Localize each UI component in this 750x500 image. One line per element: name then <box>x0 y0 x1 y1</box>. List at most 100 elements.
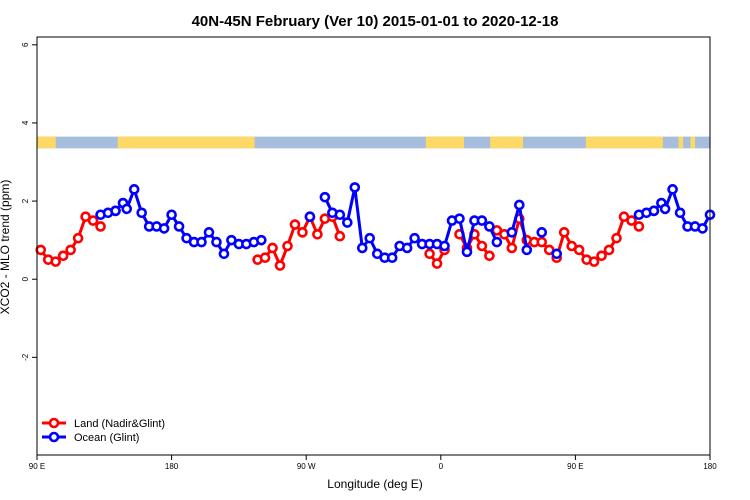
y-tick-label: 6 <box>21 42 30 47</box>
data-point <box>536 236 548 248</box>
y-tick-label: 2 <box>21 198 30 203</box>
surface-band-land <box>585 136 663 149</box>
data-point <box>349 182 361 193</box>
data-point <box>626 215 637 226</box>
data-point <box>95 221 106 232</box>
data-point <box>267 242 278 254</box>
data-point <box>596 250 607 262</box>
data-point <box>259 252 271 264</box>
data-point <box>87 215 99 226</box>
legend-item-ocean: Ocean (Glint) <box>42 431 139 444</box>
data-point <box>128 184 140 195</box>
data-point <box>484 221 495 232</box>
data-point <box>454 213 465 224</box>
data-point <box>506 242 518 254</box>
plot-frame <box>36 36 711 456</box>
data-point <box>356 242 368 254</box>
data-point <box>297 227 308 238</box>
y-tick-label: -2 <box>21 353 30 361</box>
data-point <box>218 248 230 260</box>
data-point <box>697 223 708 234</box>
data-point <box>334 230 346 242</box>
data-point <box>304 211 316 223</box>
data-point <box>72 232 84 244</box>
data-point <box>476 240 488 252</box>
chart-title: 40N-45N February (Ver 10) 2015-01-01 to … <box>192 13 559 30</box>
surface-type-band <box>37 136 710 149</box>
data-point <box>521 244 533 256</box>
x-tick-label: 180 <box>165 462 179 471</box>
data-point <box>35 244 47 256</box>
data-point <box>312 228 323 240</box>
data-point <box>551 248 563 260</box>
data-point <box>65 244 76 256</box>
data-point <box>50 256 61 267</box>
data-point <box>611 232 622 244</box>
legend-ocean-marker <box>48 431 60 443</box>
series-ocean <box>95 182 716 264</box>
data-point <box>256 234 267 246</box>
data-point <box>121 203 133 215</box>
data-point <box>536 227 548 238</box>
legend-ocean-label: Ocean (Glint) <box>74 432 139 444</box>
surface-band-ocean <box>37 136 710 149</box>
surface-band-land <box>490 136 524 149</box>
data-point <box>439 240 450 252</box>
data-point <box>274 260 286 271</box>
data-point <box>196 236 207 248</box>
x-tick-label: 180 <box>703 462 717 471</box>
x-tick-label: 0 <box>439 462 444 471</box>
x-tick-label: 90 E <box>567 462 583 471</box>
data-point <box>409 232 420 244</box>
x-tick-label: 90 E <box>29 462 45 471</box>
legend-land-label: Land (Nadir&Glint) <box>74 418 165 430</box>
data-point <box>401 242 413 254</box>
data-point <box>484 250 495 262</box>
data-point <box>588 256 600 267</box>
surface-band-land <box>690 136 696 149</box>
surface-band-land <box>425 136 464 149</box>
data-point <box>289 219 301 230</box>
data-point <box>342 217 353 228</box>
data-point <box>659 203 671 215</box>
y-axis-label: XCO2 - MLO trend (ppm) <box>0 180 12 315</box>
data-point <box>667 184 678 195</box>
data-point <box>573 244 585 256</box>
data-point <box>461 246 473 258</box>
data-point <box>633 221 645 232</box>
surface-band-land <box>117 136 255 149</box>
data-point <box>282 240 293 252</box>
data-point <box>648 205 660 217</box>
data-point <box>211 236 222 248</box>
data-point <box>424 248 435 260</box>
data-point <box>203 227 215 238</box>
y-tick-label: 4 <box>21 120 30 125</box>
data-point <box>386 252 398 264</box>
legend-land-marker <box>48 417 60 429</box>
data-point <box>158 223 170 234</box>
legend-item-land: Land (Nadir&Glint) <box>42 417 165 430</box>
surface-band-land <box>678 136 684 149</box>
x-axis: 90 E 180 90 W 0 90 E 180 <box>29 455 717 471</box>
data-point <box>136 207 147 219</box>
y-axis: -2 0 2 4 6 <box>21 42 37 361</box>
data-point <box>364 232 376 244</box>
data-point <box>110 205 121 217</box>
data-point <box>319 191 331 203</box>
data-point <box>506 227 518 238</box>
x-tick-label: 90 W <box>297 462 316 471</box>
y-tick-label: 0 <box>21 276 30 281</box>
data-point <box>491 236 503 248</box>
series-line <box>323 185 499 260</box>
series-layer <box>35 182 716 271</box>
data-point <box>674 207 686 219</box>
data-point <box>57 250 69 262</box>
data-point <box>431 258 443 269</box>
surface-band-land <box>37 136 56 149</box>
data-point <box>166 209 177 221</box>
data-point <box>558 227 570 238</box>
data-point <box>603 244 615 256</box>
data-point <box>514 199 525 211</box>
data-point <box>334 209 346 221</box>
